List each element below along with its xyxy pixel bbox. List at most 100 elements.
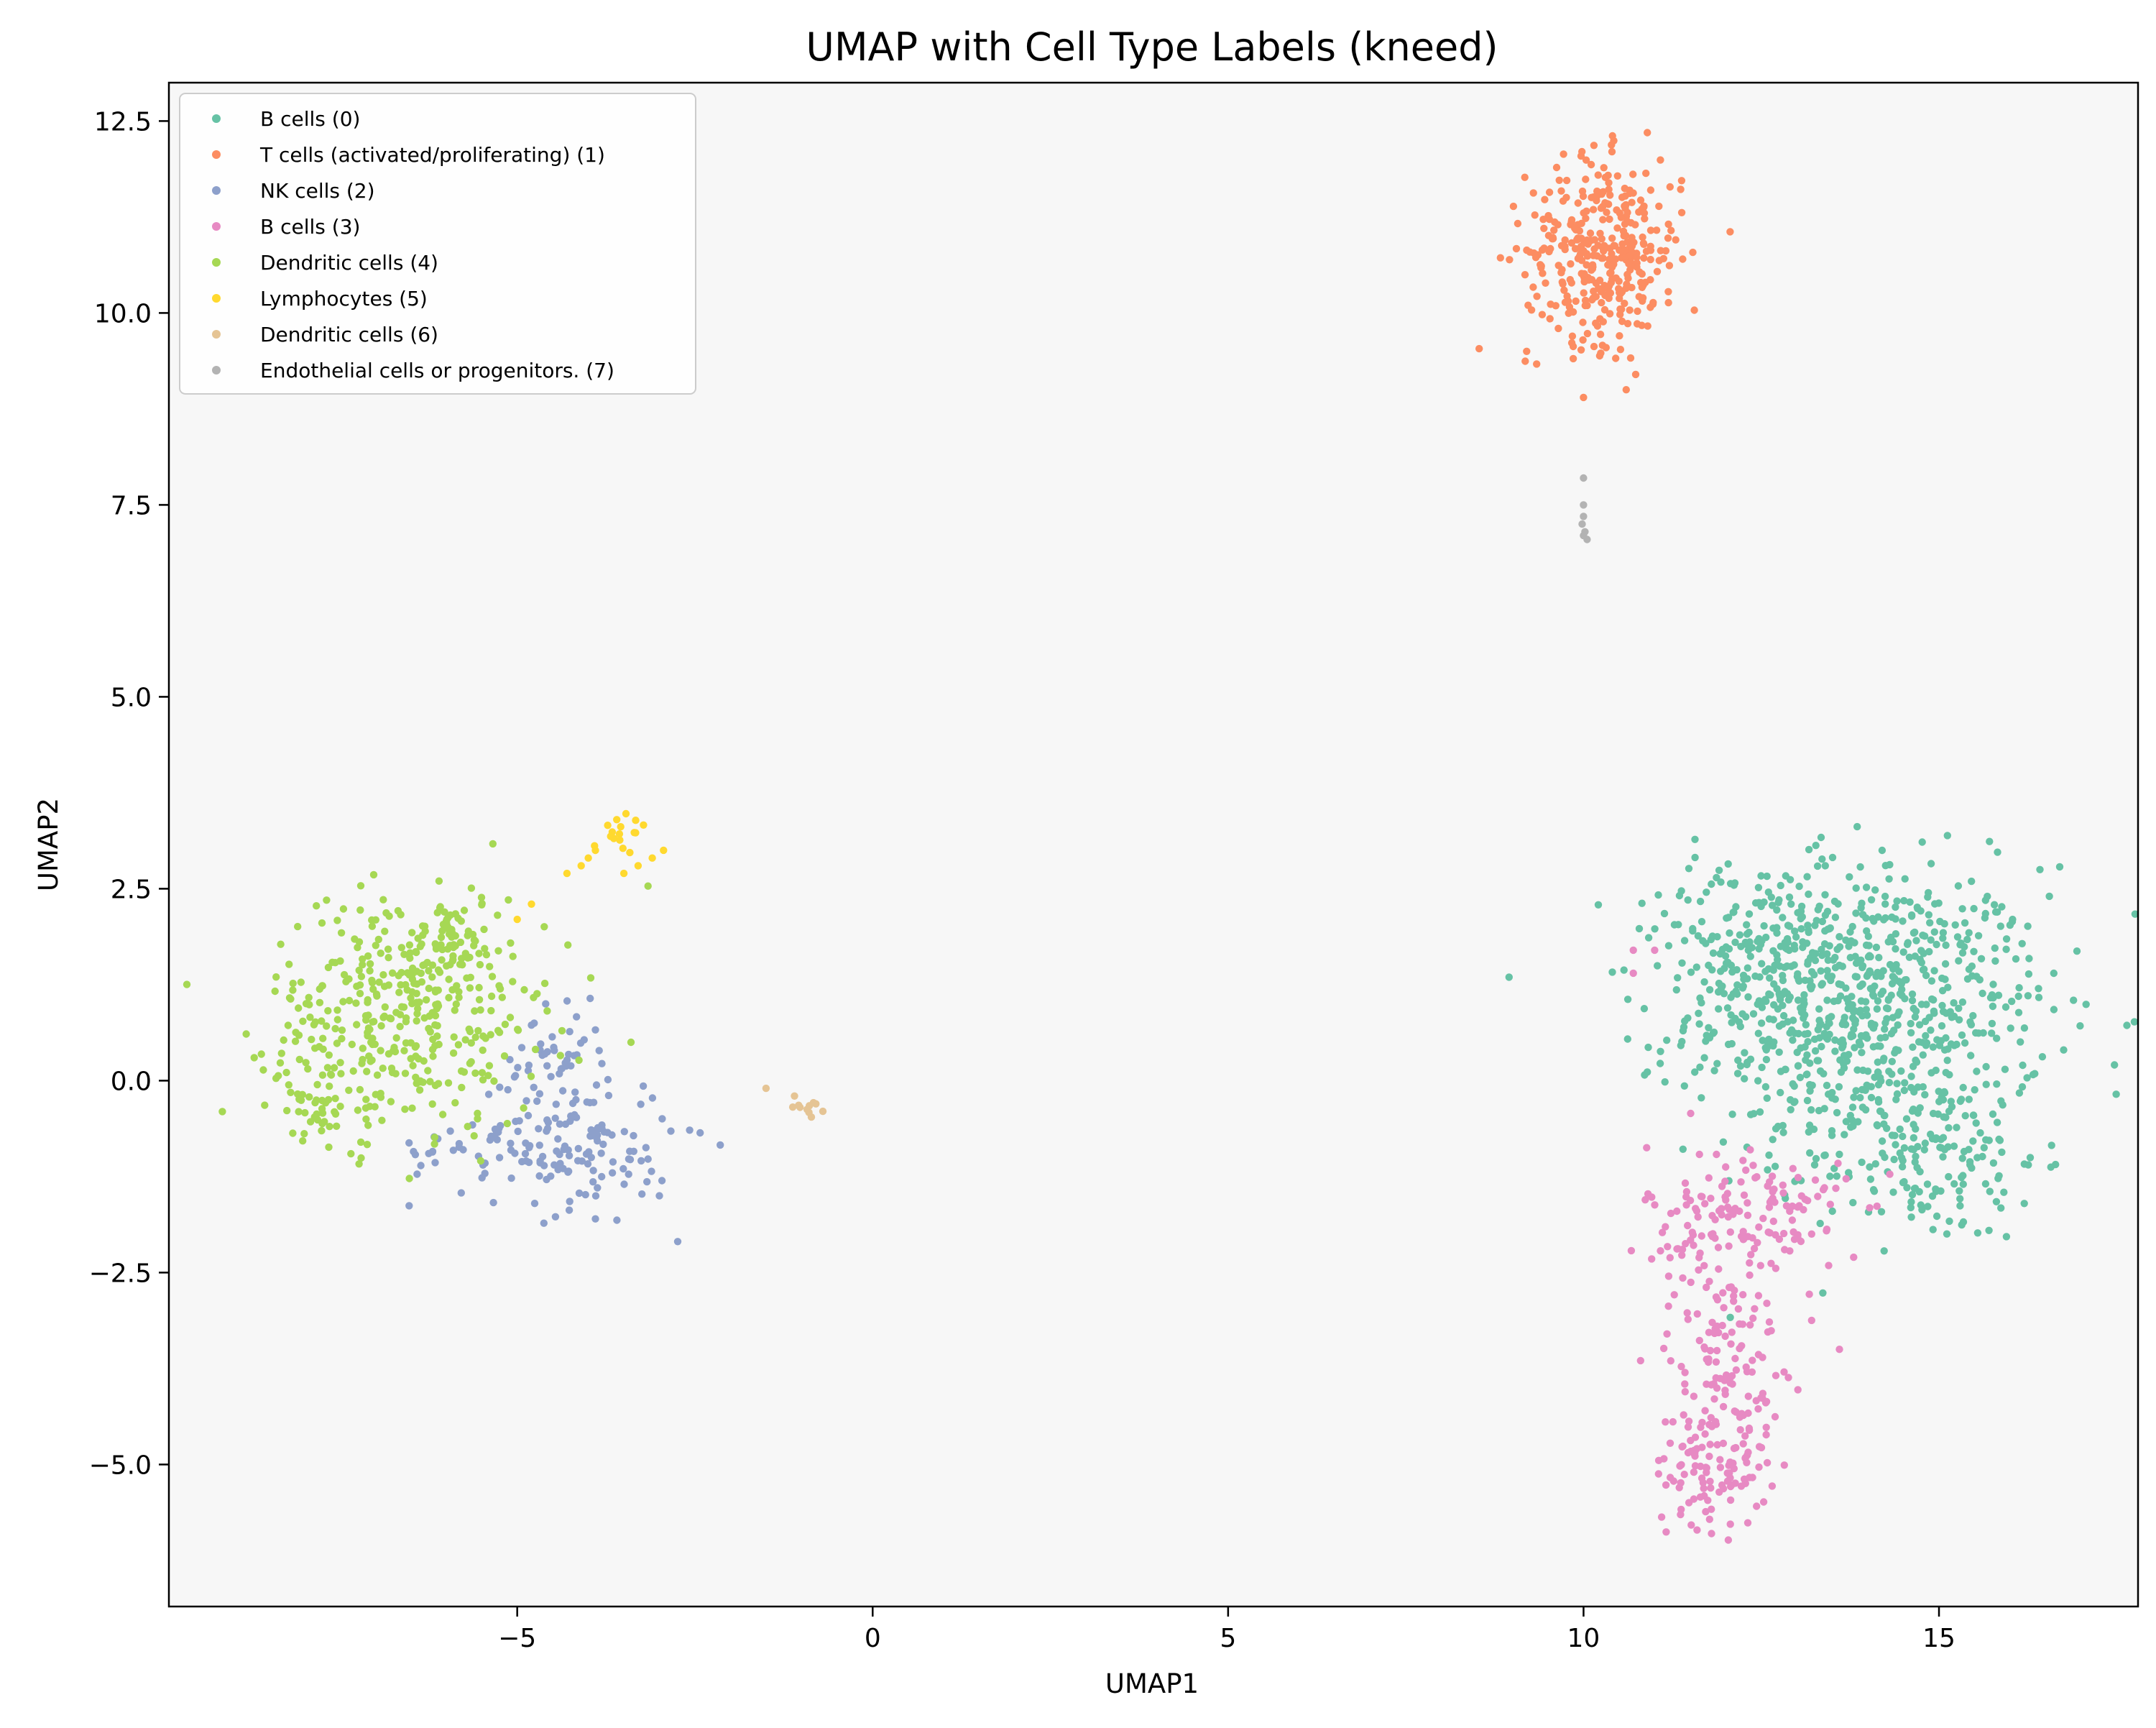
legend-label: Lymphocytes (5) [260, 287, 428, 311]
scatter-point [1958, 1031, 1966, 1039]
scatter-point [313, 902, 321, 910]
scatter-point [1740, 1191, 1749, 1199]
scatter-point [1641, 1071, 1649, 1079]
scatter-point [1911, 1158, 1919, 1166]
scatter-point [441, 908, 448, 916]
scatter-point [1521, 271, 1529, 279]
scatter-point [1696, 897, 1705, 906]
scatter-point [321, 1118, 328, 1126]
scatter-point [1968, 877, 1976, 886]
scatter-point [1909, 1121, 1917, 1129]
scatter-point [563, 869, 571, 878]
scatter-point [443, 945, 452, 953]
scatter-point [289, 986, 297, 994]
scatter-point [1657, 156, 1664, 164]
scatter-point [406, 949, 414, 957]
scatter-point [432, 942, 441, 951]
scatter-point [431, 1021, 439, 1029]
scatter-point [1766, 1229, 1774, 1237]
scatter-point [323, 1064, 332, 1072]
scatter-point [1654, 891, 1662, 899]
scatter-point [1907, 1203, 1915, 1212]
scatter-point [1892, 1095, 1900, 1103]
scatter-point [1969, 1111, 1978, 1119]
scatter-point [1789, 1016, 1797, 1024]
scatter-point [1765, 1318, 1774, 1326]
scatter-point [417, 1162, 425, 1169]
scatter-point [1900, 896, 1908, 905]
scatter-point [1790, 1082, 1798, 1090]
scatter-point [298, 1090, 306, 1099]
scatter-point [1754, 1292, 1763, 1300]
scatter-point [1736, 1207, 1743, 1215]
scatter-point [1942, 941, 1950, 950]
scatter-point [598, 1172, 606, 1181]
scatter-point [1814, 906, 1822, 914]
scatter-point [381, 1003, 389, 1011]
scatter-point [509, 952, 517, 960]
scatter-point [1781, 963, 1789, 972]
scatter-point [1762, 1046, 1770, 1054]
scatter-point [1965, 1095, 1973, 1103]
scatter-point [1599, 318, 1607, 326]
scatter-point [1506, 256, 1514, 264]
scatter-point [1738, 1342, 1746, 1350]
scatter-point [1898, 985, 1906, 993]
scatter-point [2001, 1003, 2010, 1011]
scatter-point [1812, 1154, 1820, 1163]
scatter-point [1623, 1035, 1631, 1043]
scatter-point [331, 959, 339, 967]
scatter-point [1715, 1005, 1723, 1013]
scatter-point [354, 944, 361, 952]
scatter-point [1594, 901, 1603, 909]
scatter-point [1636, 1356, 1644, 1365]
scatter-point [1897, 1067, 1905, 1075]
scatter-point [1974, 932, 1983, 940]
scatter-point [1866, 1175, 1875, 1183]
scatter-point [467, 1039, 475, 1047]
scatter-point [318, 1109, 327, 1117]
scatter-point [1848, 1001, 1856, 1009]
scatter-point [1892, 945, 1899, 953]
scatter-point [1780, 1368, 1788, 1376]
scatter-point [1561, 236, 1569, 244]
scatter-point [1580, 393, 1588, 402]
scatter-point [1708, 880, 1715, 888]
scatter-point [285, 1081, 292, 1089]
scatter-point [1892, 1046, 1900, 1054]
scatter-point [537, 1040, 545, 1048]
scatter-point [1713, 1346, 1721, 1355]
scatter-point [506, 1056, 514, 1064]
scatter-point [639, 1082, 648, 1090]
scatter-point [1885, 1078, 1894, 1087]
scatter-point [1667, 226, 1675, 234]
scatter-point [1917, 1001, 1926, 1008]
scatter-point [515, 1117, 523, 1125]
plot-frame [167, 81, 2139, 1608]
scatter-point [1927, 995, 1936, 1003]
scatter-point [1505, 973, 1513, 981]
scatter-point [1640, 203, 1648, 211]
scatter-point [1682, 1187, 1691, 1196]
scatter-point [1577, 346, 1585, 354]
scatter-point [1911, 952, 1919, 960]
scatter-point [1736, 931, 1744, 939]
scatter-point [504, 1085, 512, 1094]
scatter-point [2002, 1233, 2011, 1241]
scatter-point [1968, 972, 1976, 980]
scatter-point [550, 1161, 558, 1169]
scatter-point [1664, 1272, 1673, 1280]
scatter-point [1641, 215, 1649, 223]
scatter-point [1922, 971, 1930, 980]
scatter-point [1955, 1187, 1963, 1195]
scatter-point [1651, 925, 1659, 933]
scatter-point [1533, 293, 1541, 300]
scatter-point [1862, 883, 1871, 891]
scatter-point [1856, 863, 1864, 871]
scatter-point [330, 1064, 338, 1072]
scatter-point [1537, 262, 1545, 270]
scatter-point [1926, 919, 1934, 927]
scatter-point [1979, 1029, 1987, 1037]
scatter-point [1616, 305, 1624, 313]
scatter-point [311, 1018, 320, 1026]
